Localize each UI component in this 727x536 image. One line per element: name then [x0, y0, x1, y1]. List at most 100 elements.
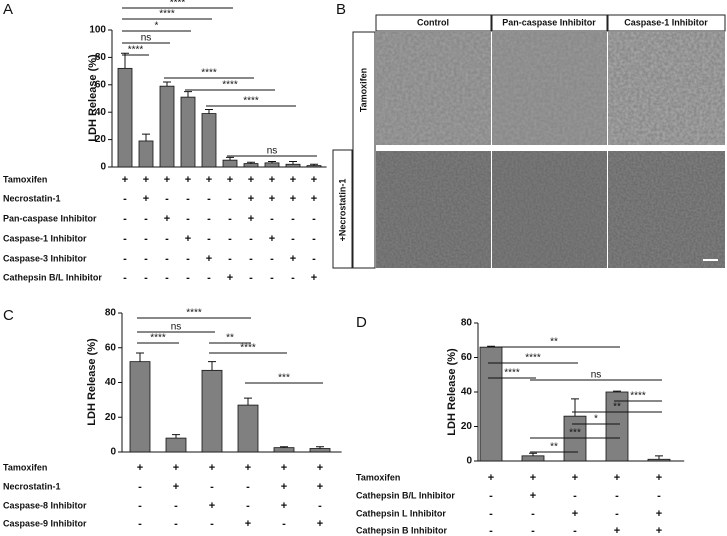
condition-sign: -	[312, 253, 316, 265]
condition-sign: +	[209, 500, 215, 512]
condition-sign: -	[312, 213, 316, 225]
condition-sign: -	[186, 213, 190, 225]
condition-sign: -	[291, 213, 295, 225]
condition-label: Cathepsin B/L Inhibitor	[3, 272, 102, 282]
error-bar	[244, 397, 252, 406]
significance-label: ****	[128, 45, 144, 56]
condition-sign: -	[282, 518, 286, 530]
column-header: Pan-caspase Inhibitor	[502, 17, 596, 27]
condition-label: Tamoxifen	[3, 462, 47, 472]
y-axis-label: LDH Release (%)	[87, 54, 99, 142]
condition-sign: -	[123, 193, 127, 205]
y-tick-label: 40	[461, 387, 473, 398]
condition-sign: +	[572, 508, 578, 520]
y-tick-label: 100	[89, 25, 106, 36]
bar	[647, 458, 671, 462]
bar	[563, 415, 587, 462]
condition-sign: +	[164, 213, 170, 225]
error-bar	[208, 361, 216, 371]
condition-sign: +	[209, 462, 215, 474]
condition-label: Cathepsin B Inhibitor	[356, 525, 447, 535]
condition-sign: +	[656, 525, 662, 536]
condition-sign: +	[173, 462, 179, 474]
condition-sign: -	[657, 490, 661, 502]
condition-sign: -	[165, 272, 169, 284]
error-bar	[121, 52, 129, 69]
bar	[273, 447, 295, 453]
error-bar	[136, 352, 144, 362]
condition-sign: +	[488, 472, 494, 484]
condition-sign: -	[174, 518, 178, 530]
condition-label: Pan-caspase Inhibitor	[3, 213, 97, 223]
significance-label: ns	[591, 370, 602, 381]
condition-sign: +	[137, 462, 143, 474]
condition-sign: +	[227, 272, 233, 284]
error-bar	[226, 156, 234, 161]
panel-letter: D	[356, 314, 367, 331]
micrograph-texture	[608, 151, 725, 268]
condition-sign: -	[186, 193, 190, 205]
bar	[605, 391, 629, 462]
condition-sign: +	[206, 174, 212, 186]
y-tick-label: 40	[105, 377, 117, 388]
error-bar	[172, 434, 180, 439]
condition-sign: -	[138, 500, 142, 512]
bar	[180, 96, 196, 168]
bar	[117, 67, 133, 168]
condition-sign: -	[489, 525, 493, 536]
y-axis-label: LDH Release (%)	[86, 338, 98, 426]
condition-sign: -	[165, 233, 169, 245]
y-tick-label: 20	[461, 421, 473, 432]
error-bar	[571, 398, 579, 417]
condition-sign: +	[269, 193, 275, 205]
significance-label: **	[550, 337, 558, 348]
condition-sign: -	[270, 213, 274, 225]
significance-label: ***	[278, 373, 290, 384]
condition-label: Cathepsin B/L Inhibitor	[356, 490, 455, 500]
y-tick-label: 80	[461, 318, 473, 329]
condition-sign: -	[207, 272, 211, 284]
bar	[306, 165, 322, 168]
significance-label: ****	[240, 343, 256, 354]
condition-sign: -	[228, 213, 232, 225]
significance-label: ****	[243, 96, 259, 107]
y-tick-label: 60	[105, 342, 117, 353]
condition-sign: +	[311, 272, 317, 284]
condition-label: Cathepsin L Inhibitor	[356, 508, 446, 518]
condition-sign: +	[614, 472, 620, 484]
condition-sign: -	[123, 213, 127, 225]
condition-sign: +	[248, 193, 254, 205]
condition-sign: +	[269, 233, 275, 245]
micrograph-texture	[608, 32, 725, 145]
row-label: +Necrostatin-1	[337, 179, 347, 242]
micrograph-texture	[492, 32, 607, 145]
micrograph-texture	[376, 32, 491, 145]
panel-letter: C	[3, 307, 14, 324]
condition-sign: -	[249, 272, 253, 284]
condition-sign: -	[249, 253, 253, 265]
condition-sign: -	[186, 272, 190, 284]
column-header: Caspase-1 Inhibitor	[624, 17, 708, 27]
condition-label: Necrostatin-1	[3, 193, 61, 203]
y-tick-label: 0	[466, 456, 472, 467]
bar	[243, 163, 259, 168]
condition-sign: +	[143, 174, 149, 186]
significance-label: ****	[186, 308, 202, 319]
panel-b: B Control Pan-caspase Inhibitor Caspase-…	[332, 1, 726, 269]
bar	[165, 437, 187, 453]
error-bar	[184, 91, 192, 98]
condition-label: Caspase-9 Inhibitor	[3, 518, 87, 528]
condition-label: Caspase-8 Inhibitor	[3, 500, 87, 510]
condition-sign: +	[185, 174, 191, 186]
significance-label: ****	[504, 368, 520, 379]
significance-label: ****	[150, 333, 166, 344]
significance-label: *	[594, 414, 598, 425]
condition-label: Tamoxifen	[3, 174, 47, 184]
y-tick-label: 60	[461, 352, 473, 363]
condition-sign: -	[228, 233, 232, 245]
significance-label: ****	[170, 0, 186, 9]
condition-sign: -	[123, 272, 127, 284]
condition-sign: -	[144, 213, 148, 225]
condition-sign: +	[248, 213, 254, 225]
condition-label: Caspase-3 Inhibitor	[3, 253, 87, 263]
